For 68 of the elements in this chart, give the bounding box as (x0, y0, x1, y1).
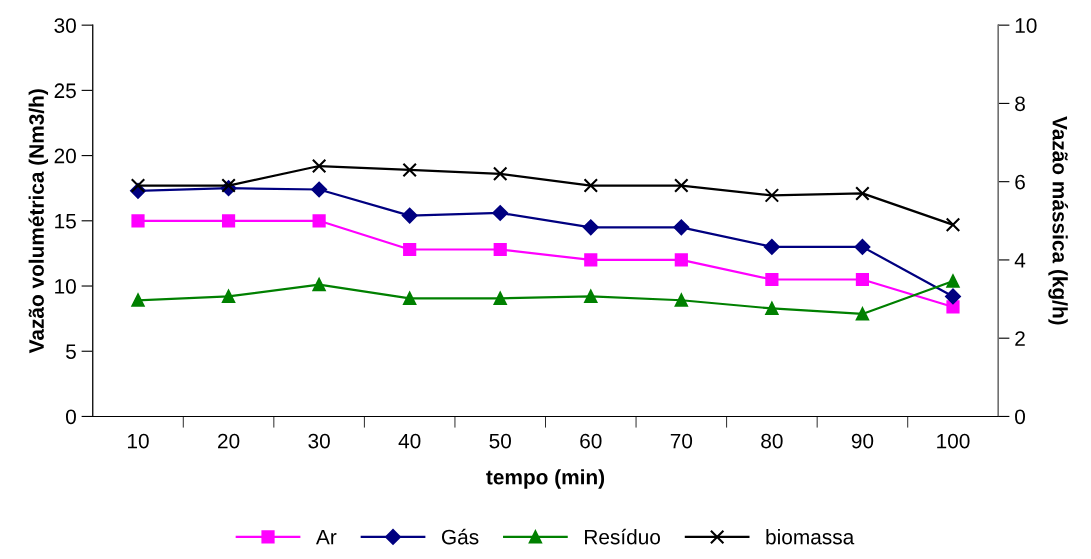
point (311, 181, 328, 198)
point (583, 178, 599, 193)
x-tick-label: 80 (761, 433, 783, 449)
point (311, 158, 327, 174)
point (402, 162, 417, 178)
point (764, 188, 780, 203)
y-axis-title: Vazão volumétrica (Nm3/h) (28, 89, 49, 354)
point (674, 178, 689, 193)
x-tick-label: 70 (670, 433, 693, 449)
x-tick-label: 20 (218, 433, 240, 449)
y-tick-label: 30 (54, 18, 76, 33)
point (221, 178, 236, 193)
point (312, 277, 326, 292)
legend-label: biomassa (766, 529, 855, 545)
point (855, 272, 870, 287)
point (763, 238, 780, 255)
x-tick-label: 100 (937, 433, 970, 449)
y2-tick-label: 4 (1014, 253, 1026, 268)
point (221, 214, 236, 228)
point (403, 291, 417, 305)
y2-tick-label: 6 (1015, 174, 1025, 190)
point (221, 289, 236, 303)
x-axis-title: tempo (min) (486, 469, 605, 489)
legend-label: Gás (441, 528, 479, 545)
point (493, 242, 507, 257)
point (492, 205, 509, 221)
y2-tick-label: 10 (1015, 18, 1037, 33)
point (945, 288, 961, 305)
point (403, 242, 417, 257)
point (854, 238, 871, 255)
point (492, 166, 508, 182)
x-tick-label: 90 (851, 433, 874, 449)
point (584, 289, 598, 303)
point (673, 219, 690, 236)
y-tick-label: 15 (55, 214, 76, 229)
x-tick-label: 10 (128, 433, 149, 449)
point (765, 301, 779, 316)
legend-label: Resíduo (585, 528, 661, 545)
y2-axis-title: Vazão mássica (kg/h) (1048, 116, 1068, 325)
point (584, 253, 598, 267)
point (131, 214, 145, 228)
y-tick-label: 10 (55, 279, 76, 294)
x-tick-label: 60 (580, 433, 602, 449)
y2-tick-label: 2 (1015, 331, 1025, 346)
point (131, 293, 145, 307)
point (493, 291, 507, 305)
point (855, 186, 870, 201)
y2-tick-label: 8 (1015, 96, 1025, 112)
y-tick-label: 5 (66, 344, 76, 359)
point (765, 272, 779, 287)
x-tick-label: 30 (308, 433, 330, 449)
point (582, 219, 599, 236)
y-tick-label: 20 (54, 148, 76, 164)
legend-label: Ar (315, 529, 337, 545)
point (945, 217, 961, 233)
y-tick-label: 0 (65, 409, 76, 425)
point (130, 178, 146, 193)
point (674, 293, 688, 307)
y2-tick-label: 0 (1015, 409, 1026, 425)
point (946, 274, 960, 288)
point (855, 307, 870, 321)
y-tick-label: 25 (54, 83, 76, 99)
point (312, 214, 326, 228)
x-tick-label: 40 (398, 433, 421, 449)
point (946, 300, 960, 314)
point (401, 207, 418, 224)
x-tick-label: 50 (489, 433, 511, 449)
point (674, 253, 688, 267)
